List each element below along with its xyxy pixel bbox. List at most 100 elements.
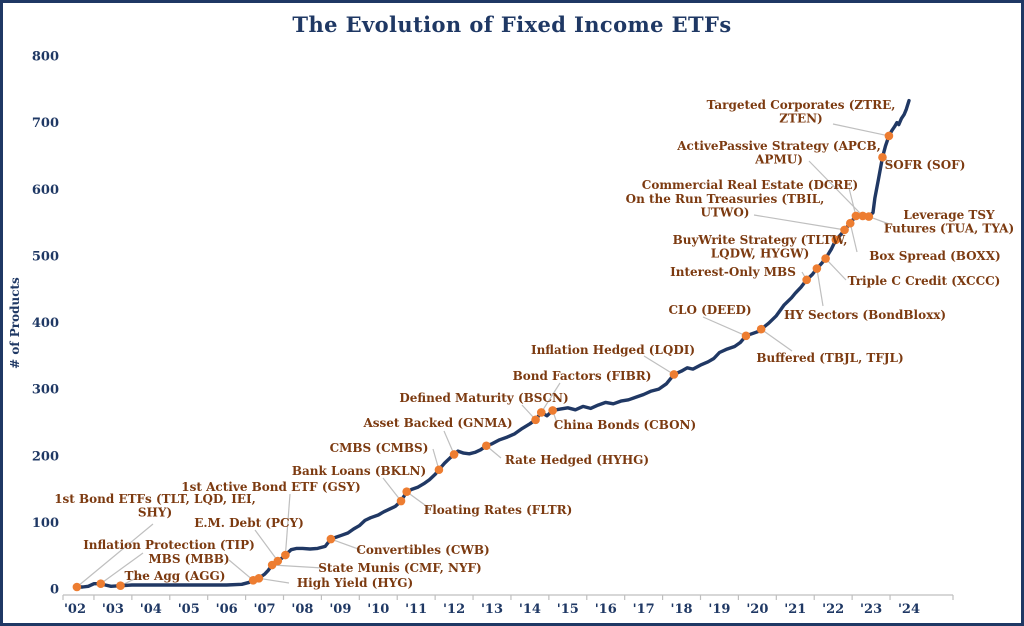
annotation-label: The Agg (AGG) (125, 569, 226, 583)
annotation-leader-line (100, 552, 144, 585)
annotation-label: HY Sectors (BondBloxx) (784, 308, 946, 322)
annotation-label: High Yield (HYG) (297, 576, 413, 590)
milestone-marker (840, 225, 849, 235)
milestone-marker (741, 331, 751, 341)
annotation-label: Convertibles (CWB) (356, 543, 489, 557)
milestone-marker (845, 218, 855, 228)
annotation-leader-line (816, 268, 824, 307)
annotation-label: Floating Rates (FLTR) (424, 503, 573, 517)
annotation-leader-line (540, 382, 561, 413)
x-axis-tick-label: '18 (671, 602, 693, 617)
annotation-label: Inflation Protection (TIP) (83, 538, 255, 552)
milestone-marker (831, 235, 841, 245)
annotation-label: Triple C Credit (XCCC) (848, 274, 1001, 288)
annotation-label: SHY) (138, 506, 172, 520)
annotation-leader-line (284, 493, 291, 556)
milestone-marker (402, 487, 412, 497)
x-axis-tick-label: '04 (140, 602, 162, 617)
milestone-marker (851, 211, 861, 221)
y-axis-tick-label: 500 (32, 249, 59, 264)
milestone-marker (96, 579, 106, 588)
annotation-label: BuyWrite Strategy (TLTW, (673, 233, 848, 247)
milestone-marker (396, 496, 406, 506)
annotation-leader-line (832, 123, 890, 137)
milestone-marker (273, 556, 283, 566)
annotation-label: On the Run Treasuries (TBIL, (626, 192, 825, 206)
annotation-label: CMBS (CMBS) (330, 441, 429, 455)
annotation-leader-line (825, 258, 847, 281)
x-axis-tick-label: '22 (822, 602, 844, 617)
y-axis-tick-label: 200 (32, 449, 59, 464)
milestone-marker (878, 152, 887, 162)
annotation-label: Bond Factors (FIBR) (513, 369, 652, 383)
y-axis-tick-label: 0 (50, 583, 59, 598)
annotation-label: UTWO) (700, 206, 749, 220)
annotation-label: SOFR (SOF) (885, 158, 966, 172)
annotation-label: Box Spread (BOXX) (869, 249, 1000, 263)
annotation-label: Rate Hedged (HYHG) (505, 453, 649, 467)
annotation-label: State Munis (CMF, NYF) (318, 561, 481, 575)
x-axis-tick-label: '12 (443, 602, 465, 617)
milestone-marker (548, 406, 557, 415)
x-axis-tick-label: '20 (746, 602, 768, 617)
milestone-marker (449, 450, 459, 459)
annotation-leader-line (330, 538, 362, 551)
annotation-label: ZTEN) (779, 112, 822, 126)
annotation-label: CLO (DEED) (668, 303, 751, 317)
annotation-leader-line (258, 577, 290, 584)
x-axis-tick-label: '16 (595, 602, 617, 617)
milestone-marker (326, 534, 336, 544)
x-axis-tick-label: '17 (633, 602, 655, 617)
milestone-marker (482, 441, 491, 451)
milestone-marker (72, 582, 82, 592)
x-axis-tick-label: '19 (708, 602, 730, 617)
annotation-label: ActivePassive Strategy (APCB, (676, 139, 881, 153)
x-axis-tick-label: '14 (519, 602, 541, 617)
x-axis-tick-label: '13 (481, 602, 503, 617)
y-axis-tick-label: 300 (32, 383, 59, 398)
annotation-leader-line (254, 529, 279, 562)
x-axis-tick-label: '06 (216, 602, 238, 617)
annotation-label: APMU) (754, 153, 803, 167)
annotation-leader-line (76, 523, 154, 588)
annotation-label: MBS (MBB) (148, 552, 229, 566)
x-axis-tick-label: '02 (64, 602, 86, 617)
x-axis-tick-label: '11 (405, 602, 427, 617)
milestone-marker (756, 324, 766, 334)
annotation-label: Bank Loans (BKLN) (292, 464, 426, 478)
annotation-leader-line (753, 214, 845, 231)
annotation-label: 1st Bond ETFs (TLT, LQD, IEI, (54, 492, 256, 506)
annotation-leader-line (808, 160, 864, 217)
x-axis-tick-label: '07 (254, 602, 276, 617)
milestone-marker (116, 581, 125, 590)
x-axis-tick-label: '24 (898, 602, 920, 617)
annotation-label: Inflation Hedged (LQDI) (531, 343, 695, 357)
milestone-marker (669, 370, 679, 379)
milestone-marker (802, 275, 811, 285)
milestone-marker (812, 264, 822, 273)
annotation-leader-line (406, 491, 430, 509)
chart-title: The Evolution of Fixed Income ETFs (292, 12, 732, 37)
y-axis-tick-label: 700 (32, 116, 59, 131)
annotation-leader-line (849, 223, 858, 253)
milestone-marker (884, 131, 894, 141)
annotation-leader-line (702, 316, 747, 337)
x-axis-tick-label: '10 (367, 602, 389, 617)
annotation-label: Commercial Real Estate (DCRE) (642, 178, 858, 192)
milestone-marker (281, 550, 290, 560)
annotation-label: E.M. Debt (PCY) (194, 516, 304, 530)
x-axis-tick-label: '21 (784, 602, 806, 617)
annotation-leader-line (848, 187, 857, 217)
x-axis-tick-label: '09 (329, 602, 351, 617)
annotation-leader-line (382, 477, 402, 502)
annotation-label: China Bonds (CBON) (554, 418, 696, 432)
x-axis-tick-label: '03 (102, 602, 124, 617)
x-axis-tick-label: '23 (860, 602, 882, 617)
x-axis-tick-label: '15 (557, 602, 579, 617)
x-axis-tick-label: '08 (291, 602, 313, 617)
etf-evolution-line-chart: 1st Bond ETFs (TLT, LQD, IEI,SHY) Inflati… (8, 50, 1014, 618)
annotation-label: Defined Maturity (BSCN) (399, 391, 568, 405)
y-axis-tick-label: 600 (32, 183, 59, 198)
annotation-label: Leverage TSY (903, 208, 995, 222)
